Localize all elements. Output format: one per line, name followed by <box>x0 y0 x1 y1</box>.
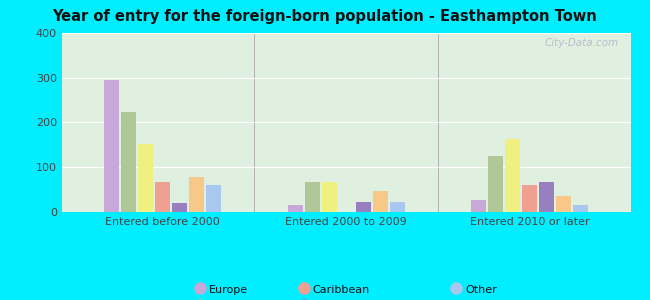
Text: City-Data.com: City-Data.com <box>545 38 619 48</box>
Bar <box>322 182 337 212</box>
Bar <box>138 144 153 212</box>
Bar <box>539 182 554 212</box>
Bar <box>471 200 486 211</box>
Bar <box>573 205 588 211</box>
Text: Year of entry for the foreign-born population - Easthampton Town: Year of entry for the foreign-born popul… <box>53 9 597 24</box>
Bar <box>189 177 204 212</box>
Legend: Europe, Asia, Latin America, Caribbean, Other Central America, South America, Ot: Europe, Asia, Latin America, Caribbean, … <box>191 280 501 300</box>
Bar <box>390 202 405 212</box>
Bar <box>155 182 170 212</box>
Bar <box>522 185 537 212</box>
Bar <box>287 205 302 211</box>
Bar <box>172 203 187 211</box>
Bar <box>505 139 520 212</box>
Bar <box>206 185 221 212</box>
Bar <box>121 112 136 212</box>
Bar <box>356 202 370 212</box>
Bar <box>305 182 320 212</box>
Bar <box>488 156 503 212</box>
Bar <box>372 191 387 212</box>
Bar <box>556 196 571 212</box>
Bar <box>104 80 119 212</box>
